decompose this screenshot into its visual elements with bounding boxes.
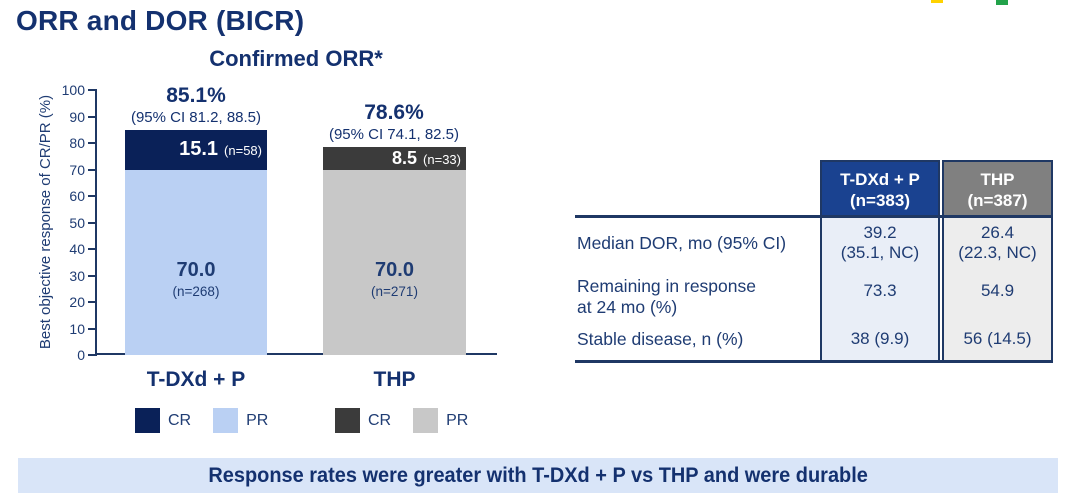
legend-label-pr: PR bbox=[446, 411, 469, 429]
bar-segment-cr-tdxd-p: 15.1 (n=58) bbox=[125, 129, 267, 170]
orr-percent: 85.1% bbox=[166, 83, 226, 107]
y-tick-mark bbox=[88, 89, 95, 91]
cr-value-label: 15.1 bbox=[179, 138, 219, 160]
page-title: ORR and DOR (BICR) bbox=[16, 5, 305, 36]
y-tick-label: 0 bbox=[77, 347, 85, 363]
table-row-label: Stable disease, n (%) bbox=[577, 329, 744, 349]
bar-segment-pr-tdxd-p: 70.0 (n=268) bbox=[125, 169, 267, 355]
y-tick-label: 20 bbox=[69, 294, 85, 310]
table-cell: 73.3 bbox=[863, 281, 897, 300]
table-header-line2: (n=383) bbox=[850, 191, 910, 210]
table-rule-bottom bbox=[575, 360, 1053, 363]
orr-ci: (95% CI 81.2, 88.5) bbox=[130, 108, 262, 126]
y-tick-mark bbox=[88, 274, 95, 277]
pr-n-label: (n=268) bbox=[172, 283, 220, 299]
x-category-thp: THP bbox=[373, 368, 416, 391]
table-header-line1: T-DXd + P bbox=[840, 170, 920, 189]
orr-percent: 78.6% bbox=[364, 100, 424, 124]
pr-n-label: (n=271) bbox=[371, 283, 418, 299]
y-tick-label: 100 bbox=[61, 82, 85, 98]
orr-annotation-tdxd-p: 85.1% (95% CI 81.2, 88.5) bbox=[91, 84, 301, 126]
table-header-line1: THP bbox=[980, 170, 1015, 189]
chart-title: Confirmed ORR* bbox=[209, 46, 383, 71]
legend-swatch-pr-tdxd bbox=[213, 408, 239, 433]
x-category-tdxd-p: T-DXd + P bbox=[146, 368, 246, 391]
x-axis-line bbox=[95, 353, 497, 355]
pr-label-block: 70.0 (n=268) bbox=[125, 259, 267, 299]
table-row-label: Remaining in response at 24 mo (%) bbox=[577, 276, 756, 317]
y-tick-label: 50 bbox=[69, 214, 85, 231]
bar-tdxd-p: 15.1 (n=58) 70.0 (n=268) bbox=[125, 129, 267, 355]
y-tick-label: 80 bbox=[69, 135, 85, 151]
takeaway-text: Response rates were greater with T-DXd +… bbox=[208, 463, 868, 487]
table-row-label: Median DOR, mo (95% CI) bbox=[577, 233, 787, 253]
table-cell: 39.2 (35.1, NC) bbox=[840, 223, 920, 262]
table-column-bg-thp bbox=[942, 217, 1053, 363]
legend-label-pr: PR bbox=[246, 411, 269, 429]
table-header-line2: (n=387) bbox=[967, 191, 1028, 210]
y-tick-mark bbox=[88, 142, 95, 144]
pr-value-label: 70.0 bbox=[375, 258, 414, 281]
y-tick-label: 10 bbox=[69, 320, 85, 337]
table-header-thp: THP (n=387) bbox=[942, 160, 1053, 217]
table-rule-top bbox=[575, 215, 1053, 218]
y-tick-label: 40 bbox=[69, 241, 85, 257]
logo-fragment-yellow-icon bbox=[931, 0, 943, 3]
cr-n-label: (n=58) bbox=[224, 143, 262, 158]
legend-tdxd-p: CR PR bbox=[135, 408, 268, 433]
bar-thp: 8.5 (n=33) 70.0 (n=271) bbox=[323, 146, 466, 355]
y-tick-mark bbox=[88, 354, 95, 356]
pr-label-block: 70.0 (n=271) bbox=[323, 259, 466, 299]
takeaway-banner: Response rates were greater with T-DXd +… bbox=[18, 458, 1058, 493]
y-tick-mark bbox=[88, 195, 95, 197]
cr-n-label: (n=33) bbox=[423, 151, 461, 167]
orr-annotation-thp: 78.6% (95% CI 74.1, 82.5) bbox=[289, 101, 499, 143]
legend-swatch-cr-tdxd bbox=[135, 408, 160, 433]
plot-area: 15.1 (n=58) 70.0 (n=268) 8.5 (n=33) 70.0… bbox=[62, 82, 507, 363]
y-tick-label: 90 bbox=[69, 108, 85, 125]
legend-label-cr: CR bbox=[168, 411, 192, 429]
table-header-tdxd-p: T-DXd + P (n=383) bbox=[820, 160, 940, 217]
y-tick-mark bbox=[88, 301, 95, 303]
table-column-bg-tdxd-p bbox=[820, 217, 940, 363]
y-tick-label: 60 bbox=[69, 188, 85, 204]
cr-value-label: 8.5 bbox=[392, 147, 418, 168]
y-tick-mark bbox=[88, 115, 95, 118]
legend-swatch-cr-thp bbox=[335, 408, 360, 433]
logo-fragment-green-icon bbox=[996, 0, 1008, 5]
table-cell: 38 (9.9) bbox=[850, 329, 910, 348]
table-cell: 26.4 (22.3, NC) bbox=[958, 223, 1037, 262]
y-tick-mark bbox=[88, 327, 95, 330]
y-tick-mark bbox=[88, 248, 95, 250]
bar-segment-pr-thp: 70.0 (n=271) bbox=[323, 169, 466, 355]
table-cell: 56 (14.5) bbox=[963, 329, 1032, 348]
legend-thp: CR PR bbox=[335, 408, 468, 433]
pr-value-label: 70.0 bbox=[176, 258, 216, 281]
y-tick-label: 70 bbox=[69, 161, 85, 178]
y-tick-mark bbox=[88, 221, 95, 224]
table-cell: 54.9 bbox=[980, 281, 1015, 300]
orr-ci: (95% CI 74.1, 82.5) bbox=[328, 125, 460, 143]
y-axis-line bbox=[95, 89, 97, 356]
bar-segment-cr-thp: 8.5 (n=33) bbox=[323, 146, 466, 170]
y-tick-label: 30 bbox=[69, 267, 85, 284]
legend-swatch-pr-thp bbox=[413, 408, 439, 433]
legend-label-cr: CR bbox=[368, 411, 392, 429]
y-tick-mark bbox=[88, 168, 95, 171]
